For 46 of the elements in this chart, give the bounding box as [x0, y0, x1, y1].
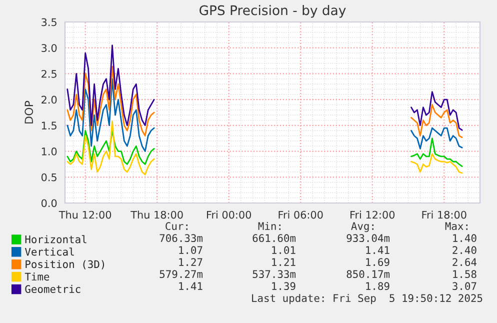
legend-label: Time: [24, 272, 50, 281]
y-tick-label: 1.5: [42, 122, 56, 130]
legend-label: Vertical: [24, 248, 74, 256]
text: 1.21: [272, 258, 296, 266]
x-tick-label: Fri 12:00: [350, 210, 395, 219]
text: 537.33m: [252, 270, 296, 278]
text: 1.41: [179, 282, 202, 290]
text: 1.27: [179, 258, 202, 266]
legend-label: Horizontal: [25, 235, 86, 244]
text: 1.41: [366, 246, 390, 254]
text: Cur:: [166, 222, 188, 230]
text: 2.64: [452, 258, 477, 266]
text: 579.27m: [160, 270, 203, 278]
text: 1.39: [272, 282, 296, 290]
text: 3.07: [452, 282, 476, 290]
y-tick-label: 2.5: [42, 70, 56, 78]
text: 933.04m: [346, 234, 390, 242]
y-tick-label: 3.0: [42, 44, 57, 52]
text: 1.58: [453, 270, 476, 278]
text: 706.33m: [160, 234, 203, 242]
legend-label: Position (3D): [26, 260, 104, 270]
text: 1.89: [366, 282, 390, 290]
text: Avg:: [351, 222, 374, 232]
y-tick-label: 0.0: [41, 199, 57, 208]
text: Min:: [258, 222, 280, 230]
text: 2.40: [452, 246, 476, 254]
legend-label: Geometric: [25, 284, 80, 293]
y-tick-label: 1.0: [42, 148, 57, 156]
text: 661.60m: [252, 234, 296, 242]
x-tick-label: Fri 18:00: [422, 210, 466, 219]
chart-title: GPS Precision - by day: [200, 5, 346, 18]
text: Max:: [445, 222, 468, 230]
y-tick-label: 2.0: [42, 96, 57, 104]
x-tick-label: Fri 00:00: [207, 210, 252, 219]
text: Last update: Fri Sep 5 19:50:12 2025: [252, 294, 482, 304]
x-tick-label: Fri 06:00: [278, 210, 323, 219]
text: 1.40: [453, 234, 476, 242]
y-axis-title: DOP: [24, 100, 34, 124]
x-tick-label: Thu 18:00: [130, 210, 183, 219]
text: 1.07: [179, 246, 202, 254]
text: 1.69: [366, 258, 390, 266]
y-tick-label: 3.5: [42, 18, 56, 26]
text: 1.01: [272, 246, 296, 254]
x-tick-label: Thu 12:00: [58, 210, 112, 219]
y-tick-label: 0.5: [41, 173, 56, 182]
text: 850.17m: [346, 270, 390, 278]
